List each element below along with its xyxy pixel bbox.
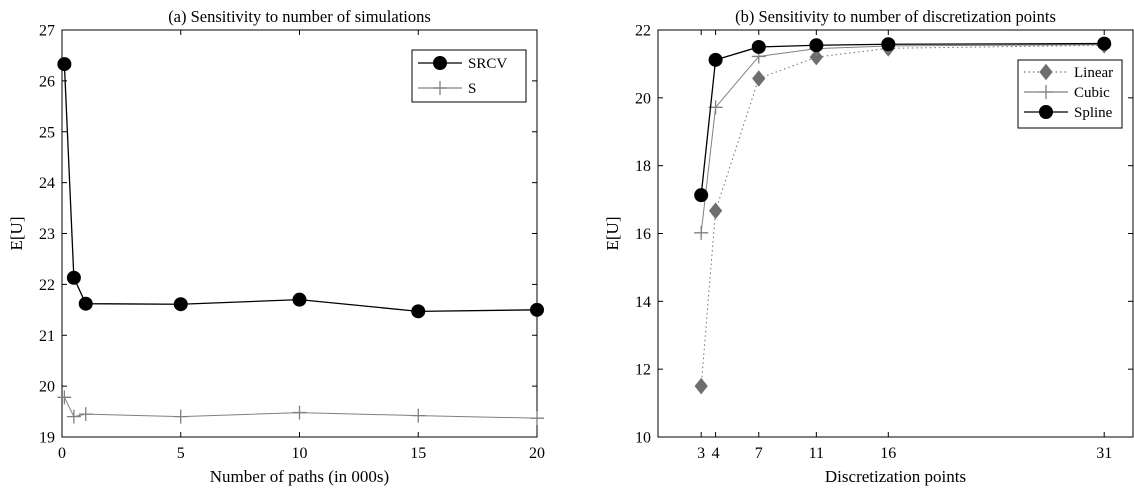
legend-label: S xyxy=(468,81,476,97)
legend-marker xyxy=(1039,63,1053,81)
y-tick-label: 19 xyxy=(39,430,55,447)
data-point-spline xyxy=(694,188,709,203)
data-point-s xyxy=(530,411,544,426)
data-point-srcv xyxy=(66,270,81,285)
legend-label: SRCV xyxy=(468,56,507,72)
x-tick-label: 11 xyxy=(809,445,824,462)
y-tick-label: 25 xyxy=(39,124,55,141)
data-point-srcv xyxy=(173,297,188,312)
data-point-spline xyxy=(809,38,824,53)
data-point-linear xyxy=(708,202,723,220)
data-point-s xyxy=(66,409,81,424)
x-tick-label: 10 xyxy=(292,445,308,462)
x-tick-label: 16 xyxy=(880,445,896,462)
y-tick-label: 10 xyxy=(635,430,651,447)
data-point-s xyxy=(57,390,72,405)
x-axis-label: Number of paths (in 000s) xyxy=(210,467,389,486)
y-axis-label: E[U] xyxy=(7,217,26,251)
legend-marker xyxy=(1039,85,1053,99)
data-point-s xyxy=(292,405,307,420)
data-point-spline xyxy=(751,39,766,54)
data-point-srcv xyxy=(57,57,72,72)
data-point-spline xyxy=(881,37,896,52)
y-tick-label: 20 xyxy=(635,90,651,107)
series-spline xyxy=(694,36,1112,203)
data-point-spline xyxy=(1097,36,1112,51)
data-point-srcv xyxy=(411,304,426,319)
y-tick-label: 20 xyxy=(39,379,55,396)
x-tick-label: 4 xyxy=(712,445,720,462)
series-srcv xyxy=(57,57,544,319)
data-point-srcv xyxy=(530,302,544,317)
x-tick-label: 0 xyxy=(58,445,66,462)
data-point-cubic xyxy=(694,225,709,240)
data-point-srcv xyxy=(292,292,307,307)
y-tick-label: 16 xyxy=(635,226,651,243)
x-tick-label: 20 xyxy=(529,445,545,462)
chart-title: (b) Sensitivity to number of discretizat… xyxy=(735,7,1056,26)
data-point-s xyxy=(78,407,93,422)
x-tick-label: 7 xyxy=(755,445,763,462)
y-tick-label: 27 xyxy=(39,23,55,40)
data-point-srcv xyxy=(78,296,93,311)
y-tick-label: 26 xyxy=(39,73,55,90)
chart-panel-a: (a) Sensitivity to number of simulations… xyxy=(7,7,545,486)
legend-label: Spline xyxy=(1074,105,1113,121)
data-point-linear xyxy=(694,377,708,395)
x-tick-label: 31 xyxy=(1096,445,1112,462)
legend-marker xyxy=(1039,105,1053,119)
series-s xyxy=(57,390,544,426)
series-line-s xyxy=(63,397,538,419)
data-point-spline xyxy=(708,52,723,67)
data-point-s xyxy=(173,409,188,424)
y-tick-label: 24 xyxy=(39,175,55,192)
legend-marker xyxy=(433,56,447,70)
x-tick-label: 3 xyxy=(697,445,705,462)
y-tick-label: 12 xyxy=(635,362,651,379)
x-tick-label: 15 xyxy=(410,445,426,462)
data-point-linear xyxy=(752,70,766,87)
y-tick-label: 22 xyxy=(39,277,55,294)
data-point-s xyxy=(411,408,426,423)
data-point-linear xyxy=(809,48,823,66)
x-axis-label: Discretization points xyxy=(825,467,966,486)
legend: Linear Cubic Spline xyxy=(1017,59,1123,129)
y-axis-label: E[U] xyxy=(603,217,622,251)
legend-box xyxy=(1017,59,1123,129)
y-tick-label: 22 xyxy=(635,23,651,40)
y-tick-label: 21 xyxy=(39,328,55,345)
legend-marker xyxy=(433,81,447,95)
legend: SRCV S xyxy=(411,49,527,103)
legend-label: Cubic xyxy=(1074,85,1110,101)
legend-box xyxy=(411,49,527,103)
chart-title: (a) Sensitivity to number of simulations xyxy=(168,7,431,26)
y-tick-label: 18 xyxy=(635,158,651,175)
x-tick-label: 5 xyxy=(177,445,185,462)
y-tick-label: 23 xyxy=(39,226,55,243)
y-tick-label: 14 xyxy=(635,294,651,311)
chart-panel-b: (b) Sensitivity to number of discretizat… xyxy=(603,7,1134,486)
series-line-cubic xyxy=(700,44,1105,233)
legend-label: Linear xyxy=(1074,65,1113,81)
series-line-spline xyxy=(700,42,1105,196)
